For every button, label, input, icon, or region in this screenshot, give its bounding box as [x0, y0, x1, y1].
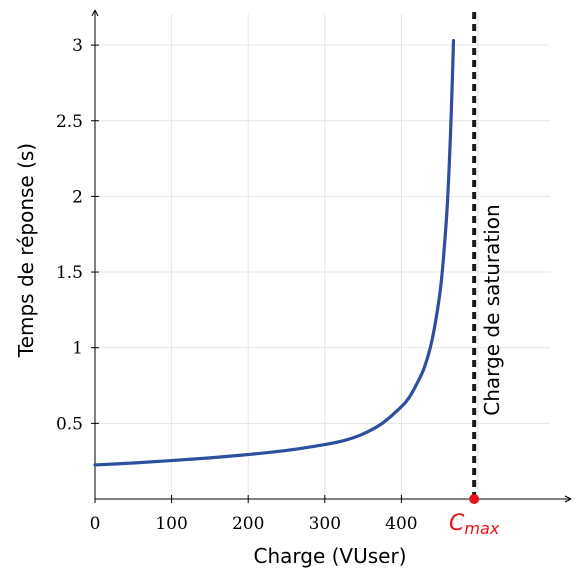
y-tick-label: 1.5	[56, 263, 83, 283]
cmax-label: Cmax	[449, 511, 500, 538]
x-tick-label: 300	[309, 514, 341, 534]
y-tick-label: 2.5	[56, 112, 83, 132]
y-tick-label: 2	[72, 187, 83, 207]
y-axis-arrow	[91, 9, 99, 17]
saturation-label: Charge de saturation	[480, 204, 504, 415]
x-tick-label: 100	[155, 514, 187, 534]
series-line	[93, 38, 456, 467]
y-tick-label: 3	[72, 36, 83, 56]
cmax-point	[469, 494, 480, 504]
x-axis-arrow	[564, 495, 572, 503]
y-tick-label: 0.5	[56, 414, 83, 434]
y-axis-title: Temps de réponse (s)	[14, 143, 38, 358]
cmax-label-sub: max	[464, 519, 499, 538]
y-tick-label: 1	[72, 339, 83, 359]
x-tick-label: 400	[385, 514, 417, 534]
cmax-label-main: C	[449, 511, 465, 536]
axes	[91, 9, 572, 503]
x-axis-title: Charge (VUser)	[254, 544, 407, 568]
y-tick-labels: 0.5 1 1.5 2 2.5 3	[56, 36, 83, 434]
x-tick-labels: 0 100 200 300 400	[90, 514, 418, 534]
x-tick-label: 200	[232, 514, 264, 534]
x-tick-label: 0	[90, 514, 101, 534]
